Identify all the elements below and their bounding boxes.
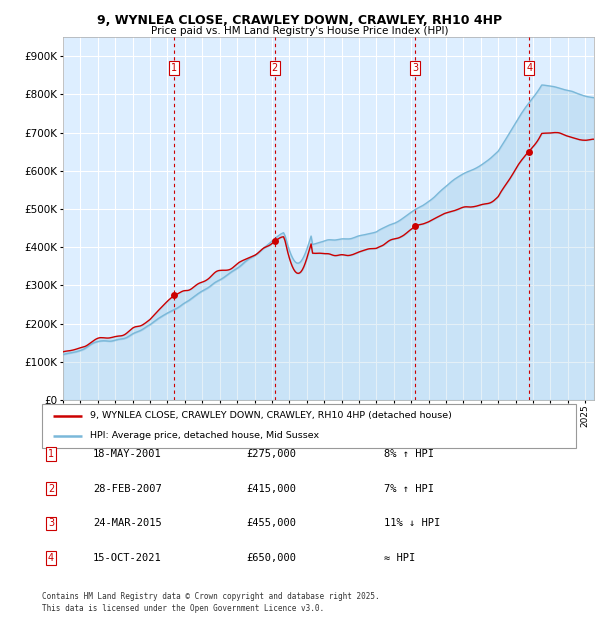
Text: 2: 2 — [48, 484, 54, 494]
Text: 28-FEB-2007: 28-FEB-2007 — [93, 484, 162, 494]
Text: £415,000: £415,000 — [246, 484, 296, 494]
Text: 3: 3 — [48, 518, 54, 528]
Text: Price paid vs. HM Land Registry's House Price Index (HPI): Price paid vs. HM Land Registry's House … — [151, 26, 449, 36]
Text: ≈ HPI: ≈ HPI — [384, 553, 415, 563]
Text: £650,000: £650,000 — [246, 553, 296, 563]
Text: This data is licensed under the Open Government Licence v3.0.: This data is licensed under the Open Gov… — [42, 603, 324, 613]
Text: 1: 1 — [171, 63, 177, 73]
Text: 7% ↑ HPI: 7% ↑ HPI — [384, 484, 434, 494]
Text: 24-MAR-2015: 24-MAR-2015 — [93, 518, 162, 528]
Text: 8% ↑ HPI: 8% ↑ HPI — [384, 449, 434, 459]
Text: HPI: Average price, detached house, Mid Sussex: HPI: Average price, detached house, Mid … — [90, 432, 319, 440]
Text: 2: 2 — [272, 63, 278, 73]
Text: £275,000: £275,000 — [246, 449, 296, 459]
Text: 18-MAY-2001: 18-MAY-2001 — [93, 449, 162, 459]
Text: 1: 1 — [48, 449, 54, 459]
Text: £455,000: £455,000 — [246, 518, 296, 528]
Text: 4: 4 — [48, 553, 54, 563]
Text: 15-OCT-2021: 15-OCT-2021 — [93, 553, 162, 563]
Text: Contains HM Land Registry data © Crown copyright and database right 2025.: Contains HM Land Registry data © Crown c… — [42, 592, 380, 601]
Text: 4: 4 — [526, 63, 532, 73]
Text: 3: 3 — [412, 63, 418, 73]
Text: 11% ↓ HPI: 11% ↓ HPI — [384, 518, 440, 528]
Text: 9, WYNLEA CLOSE, CRAWLEY DOWN, CRAWLEY, RH10 4HP (detached house): 9, WYNLEA CLOSE, CRAWLEY DOWN, CRAWLEY, … — [90, 412, 452, 420]
Text: 9, WYNLEA CLOSE, CRAWLEY DOWN, CRAWLEY, RH10 4HP: 9, WYNLEA CLOSE, CRAWLEY DOWN, CRAWLEY, … — [97, 14, 503, 27]
